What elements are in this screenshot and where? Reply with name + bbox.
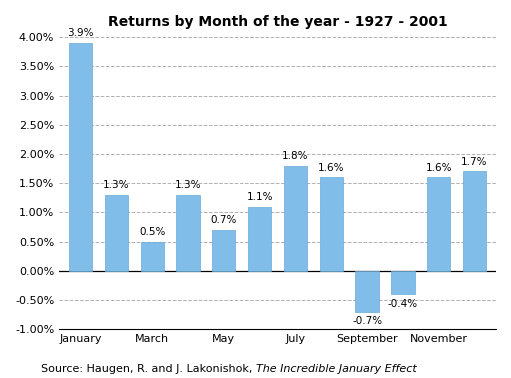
Text: The Incredible January Effect: The Incredible January Effect [256,364,416,374]
Text: 1.6%: 1.6% [426,163,452,173]
Bar [212,230,236,271]
Text: 1.3%: 1.3% [103,180,130,190]
Text: Source: Haugen, R. and J. Lakonishok,: Source: Haugen, R. and J. Lakonishok, [41,364,256,374]
Text: 3.9%: 3.9% [67,28,94,38]
Title: Returns by Month of the year - 1927 - 2001: Returns by Month of the year - 1927 - 20… [108,15,448,29]
Text: 1.1%: 1.1% [246,192,273,202]
Bar [248,206,271,271]
Bar [356,271,379,312]
Bar [320,177,343,271]
Text: 0.5%: 0.5% [139,227,166,237]
Bar [391,271,414,294]
Bar [176,195,200,271]
Bar [427,177,450,271]
Text: 1.7%: 1.7% [461,157,488,167]
Bar [463,172,486,271]
Text: 1.8%: 1.8% [282,151,309,161]
Bar [284,166,307,271]
Text: 1.3%: 1.3% [175,180,201,190]
Text: 0.7%: 0.7% [211,215,237,225]
Bar [141,242,164,271]
Bar [69,43,92,271]
Text: -0.7%: -0.7% [352,316,382,326]
Text: -0.4%: -0.4% [388,299,418,309]
Text: 1.6%: 1.6% [318,163,344,173]
Bar [105,195,128,271]
